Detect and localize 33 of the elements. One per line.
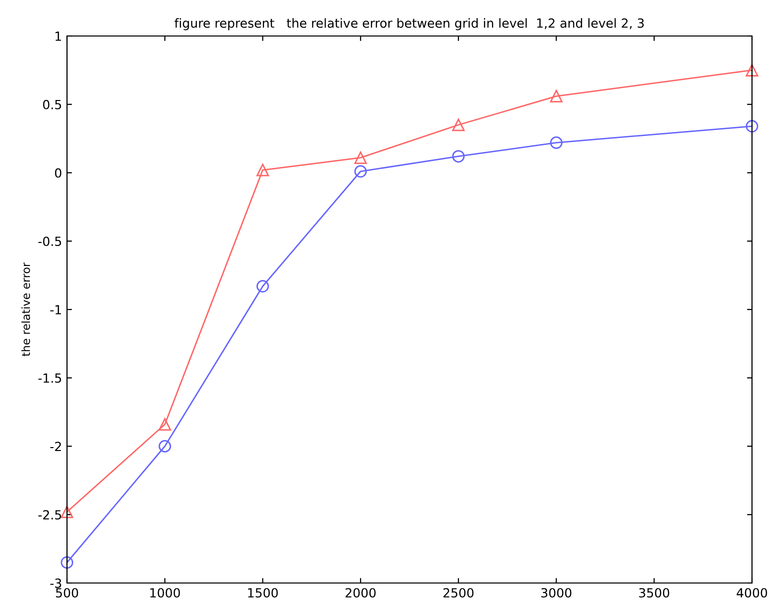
y-tick-label: -0.5 — [38, 236, 62, 246]
point — [158, 440, 172, 452]
point — [354, 151, 367, 164]
x-tick-label: 4000 — [736, 588, 768, 598]
x-tick-label: 3000 — [541, 588, 572, 598]
point — [550, 90, 563, 102]
y-tick-label: -1.5 — [38, 374, 62, 383]
y-tick-label: -3 — [50, 578, 62, 588]
point — [452, 118, 465, 132]
point — [60, 506, 74, 518]
x-tick-label: 1500 — [248, 588, 278, 598]
y-tick-label: 1 — [56, 32, 61, 41]
x-tick-label: 2000 — [346, 588, 376, 598]
chart-title: figure represent the relative error between grid in level 1,2 and level 2, 3 — [174, 18, 644, 30]
point — [354, 165, 367, 178]
point — [452, 150, 465, 163]
point — [550, 136, 563, 149]
point — [746, 120, 758, 133]
y-tick-label: 0 — [55, 168, 62, 178]
point — [256, 280, 269, 293]
y-tick-label: 0.5 — [43, 100, 62, 110]
point — [158, 418, 172, 431]
y-tick-label: -2 — [50, 442, 61, 451]
y-tick-label: -1 — [50, 305, 61, 314]
point — [746, 64, 758, 76]
point — [60, 556, 74, 569]
y-tick-label: -2.5 — [38, 510, 62, 520]
x-tick-label: 2500 — [443, 588, 474, 598]
x-tick-label: 1000 — [150, 588, 180, 598]
point — [256, 164, 269, 176]
x-tick-label: 3500 — [639, 588, 670, 598]
x-tick-label: 500 — [56, 588, 78, 598]
y-axis-title: the relative error — [21, 262, 30, 356]
